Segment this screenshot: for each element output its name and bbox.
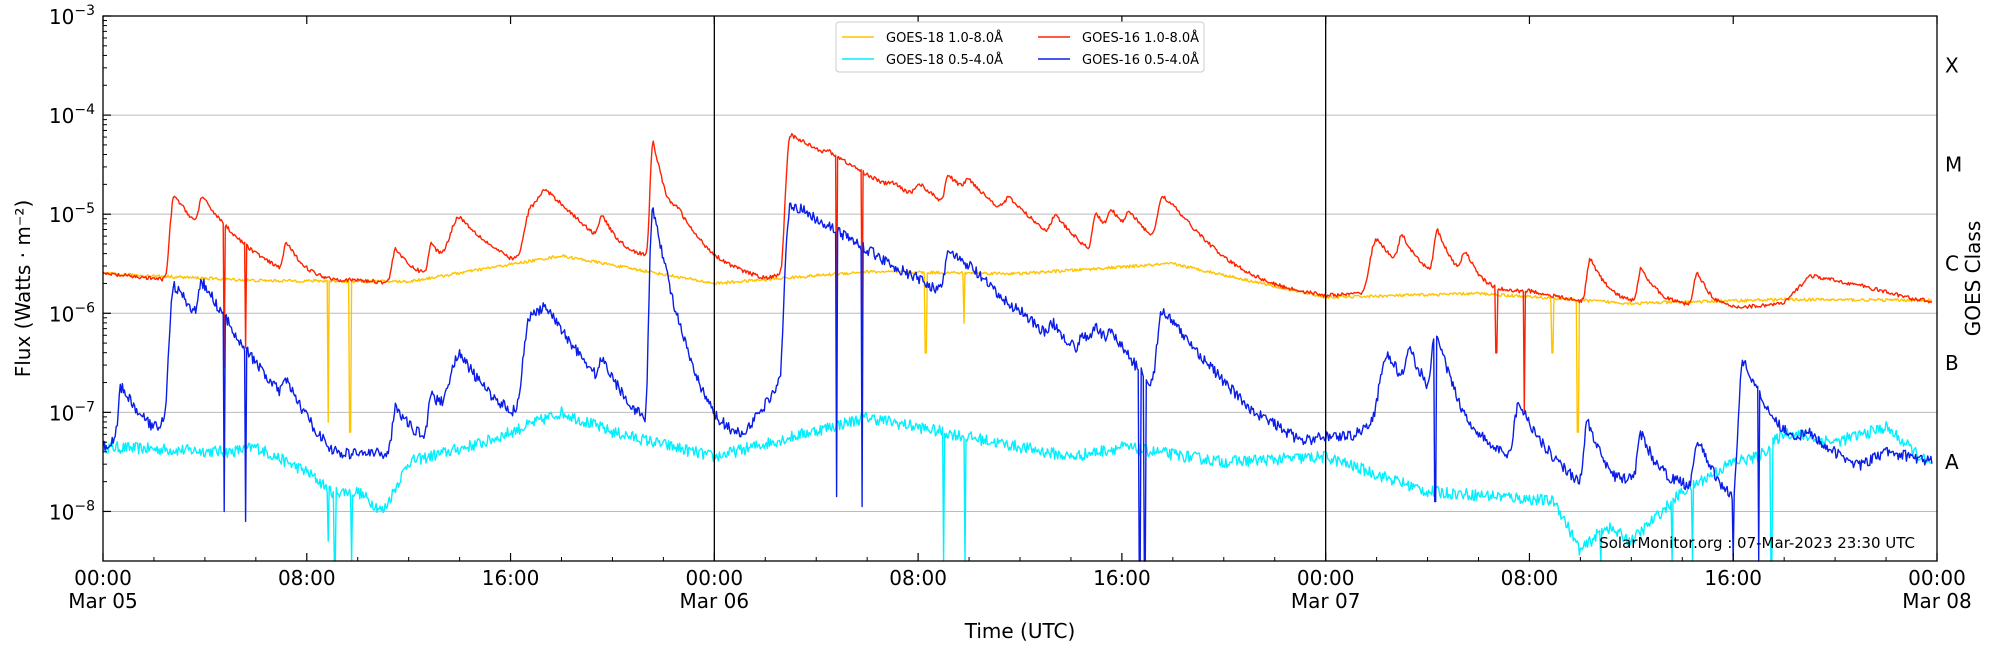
series-group <box>102 133 1933 562</box>
series-line-2 <box>102 254 1932 433</box>
y-tick-base: 10 <box>49 302 74 326</box>
y-tick-label-3: 10−5 <box>49 201 95 227</box>
x-tick-label-4: 08:00 <box>889 566 947 590</box>
x-date-label-6: Mar 07 <box>1291 589 1361 613</box>
x-tick-label-8: 16:00 <box>1704 566 1762 590</box>
goes-class-X: X <box>1945 54 1959 78</box>
x-date-label-3: Mar 06 <box>680 589 750 613</box>
y-tick-exponent: −6 <box>74 300 95 316</box>
x-tick-label-2: 16:00 <box>482 566 540 590</box>
y-tick-label-4: 10−4 <box>49 102 95 128</box>
y-tick-label-0: 10−8 <box>49 498 95 524</box>
y-tick-label-2: 10−6 <box>49 300 95 326</box>
legend-box <box>835 21 1205 73</box>
goes-class-A: A <box>1945 450 1959 474</box>
goes-class-C: C <box>1945 252 1959 276</box>
y-tick-exponent: −7 <box>74 399 95 415</box>
plot-frame <box>102 15 1938 562</box>
x-tick-label-9: 00:00 <box>1908 566 1966 590</box>
legend: GOES-18 1.0-8.0Å GOES-18 0.5-4.0Å GOES-16 … <box>835 21 1205 73</box>
x-tick-label-1: 08:00 <box>278 566 336 590</box>
series-line-1 <box>102 202 1933 562</box>
y-tick-base: 10 <box>49 104 74 128</box>
right-axis-label: GOES Class <box>1961 221 1985 337</box>
y-tick-label-1: 10−7 <box>49 399 95 425</box>
y-tick-exponent: −4 <box>74 102 95 118</box>
x-tick-label-7: 08:00 <box>1501 566 1559 590</box>
y-axis-label: Flux (Watts · m⁻²) <box>11 200 35 378</box>
y-tick-base: 10 <box>49 401 74 425</box>
goes-class-B: B <box>1945 351 1959 375</box>
watermark-credit: SolarMonitor.org : 07-Mar-2023 23:30 UTC <box>1599 534 1915 552</box>
x-tick-label-6: 00:00 <box>1297 566 1355 590</box>
x-tick-label-0: 00:00 <box>74 566 132 590</box>
goes-class-M: M <box>1945 153 1962 177</box>
x-date-label-0: Mar 05 <box>68 589 138 613</box>
legend-label-0: GOES-18 1.0-8.0Å <box>886 30 1003 46</box>
x-date-label-9: Mar 08 <box>1902 589 1972 613</box>
series-line-3 <box>102 406 1933 562</box>
y-tick-exponent: −3 <box>74 3 95 19</box>
x-tick-label-5: 16:00 <box>1093 566 1151 590</box>
x-tick-label-3: 00:00 <box>686 566 744 590</box>
series-line-0 <box>102 133 1933 414</box>
y-tick-base: 10 <box>49 203 74 227</box>
y-tick-base: 10 <box>49 5 74 29</box>
legend-label-2: GOES-16 1.0-8.0Å <box>1082 30 1199 46</box>
x-axis-label: Time (UTC) <box>964 619 1076 643</box>
legend-label-1: GOES-18 0.5-4.0Å <box>886 52 1003 68</box>
y-tick-label-5: 10−3 <box>49 3 95 29</box>
legend-label-3: GOES-16 0.5-4.0Å <box>1082 52 1199 68</box>
y-tick-base: 10 <box>49 500 74 524</box>
y-tick-exponent: −8 <box>74 498 95 514</box>
gridlines <box>103 15 1937 512</box>
goes-class-labels: A B C M X <box>1945 54 1962 474</box>
y-tick-exponent: −5 <box>74 201 95 217</box>
day-separators <box>713 16 1327 561</box>
